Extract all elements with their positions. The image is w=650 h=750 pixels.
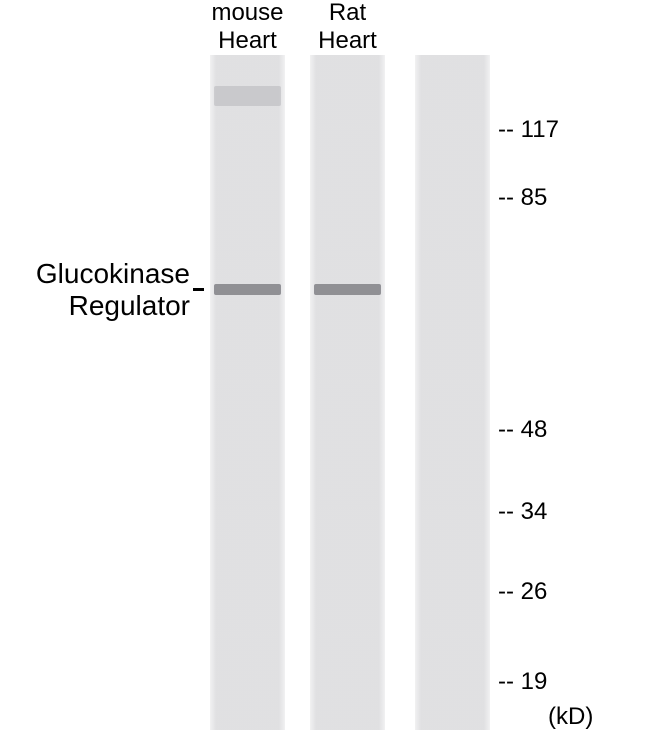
mw-marker: -- 48 xyxy=(498,416,547,444)
mw-marker: -- 85 xyxy=(498,184,547,212)
blot-lane xyxy=(210,55,285,730)
protein-tick xyxy=(193,288,204,291)
mw-marker: -- 19 xyxy=(498,668,547,696)
lane-label: Rat Heart xyxy=(288,0,408,55)
blot-band xyxy=(314,284,381,295)
protein-label: Glucokinase Regulator xyxy=(0,258,190,322)
blot-lane xyxy=(310,55,385,730)
unit-label: (kD) xyxy=(548,703,593,731)
blot-band xyxy=(214,284,281,295)
mw-marker: -- 117 xyxy=(498,116,559,144)
mw-marker: -- 34 xyxy=(498,498,547,526)
blot-band xyxy=(214,86,281,106)
mw-marker: -- 26 xyxy=(498,578,547,606)
blot-lane xyxy=(415,55,490,730)
